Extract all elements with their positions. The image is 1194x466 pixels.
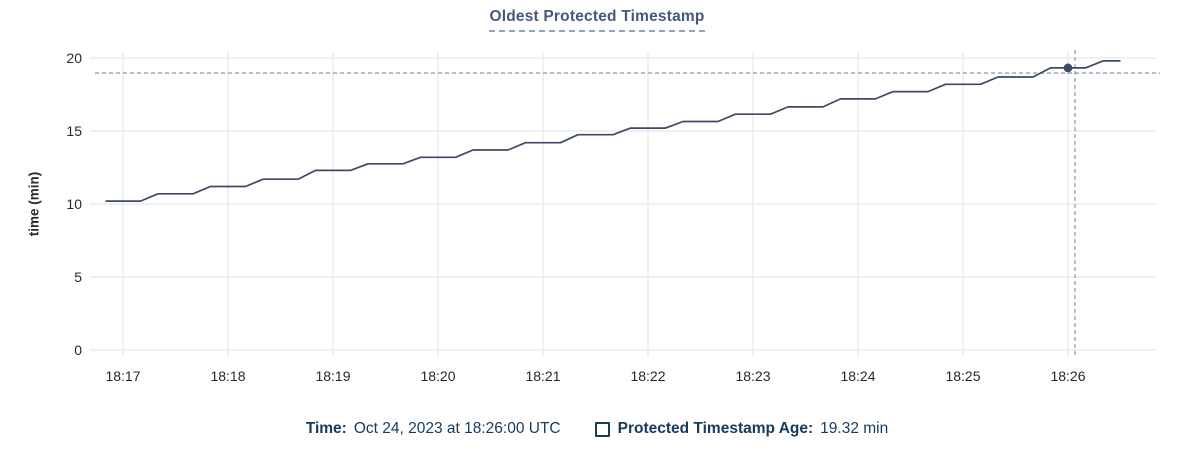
x-tick-label: 18:23 (735, 368, 770, 384)
x-tick-label: 18:21 (525, 368, 560, 384)
legend-series-value: 19.32 min (820, 420, 889, 437)
protected-timestamp-age-line (105, 60, 1121, 202)
x-tick-label: 18:24 (840, 368, 875, 384)
unchecked-square-icon[interactable] (594, 421, 610, 437)
legend-time-label: Time: (305, 420, 347, 437)
legend-time-group: Time: Oct 24, 2023 at 18:26:00 UTC (306, 420, 561, 438)
x-tick-label: 18:22 (630, 368, 665, 384)
hovered-data-point[interactable] (1063, 63, 1073, 73)
legend-series-group: Protected Timestamp Age: 19.32 min (594, 420, 889, 438)
x-tick-label: 18:25 (945, 368, 980, 384)
legend-series-label: Protected Timestamp Age: (617, 420, 814, 437)
y-tick-label: 0 (74, 342, 82, 358)
chart-title-row: Oldest Protected Timestamp (0, 8, 1194, 32)
chart-legend: Time: Oct 24, 2023 at 18:26:00 UTC Prote… (0, 420, 1194, 438)
y-tick-label: 5 (74, 269, 82, 285)
y-tick-label: 10 (66, 196, 82, 212)
x-tick-label: 18:18 (210, 368, 245, 384)
chart-title[interactable]: Oldest Protected Timestamp (489, 8, 705, 32)
y-tick-label: 20 (66, 50, 82, 66)
legend-time-value: Oct 24, 2023 at 18:26:00 UTC (353, 420, 561, 437)
x-tick-label: 18:17 (105, 368, 140, 384)
x-tick-label: 18:19 (315, 368, 350, 384)
x-tick-label: 18:26 (1050, 368, 1085, 384)
y-tick-label: 15 (66, 123, 82, 139)
x-tick-label: 18:20 (420, 368, 455, 384)
line-chart-canvas[interactable]: 0 5 10 15 20 18:17 18:18 18:19 18:20 18:21 18:22 18… (0, 0, 1194, 400)
